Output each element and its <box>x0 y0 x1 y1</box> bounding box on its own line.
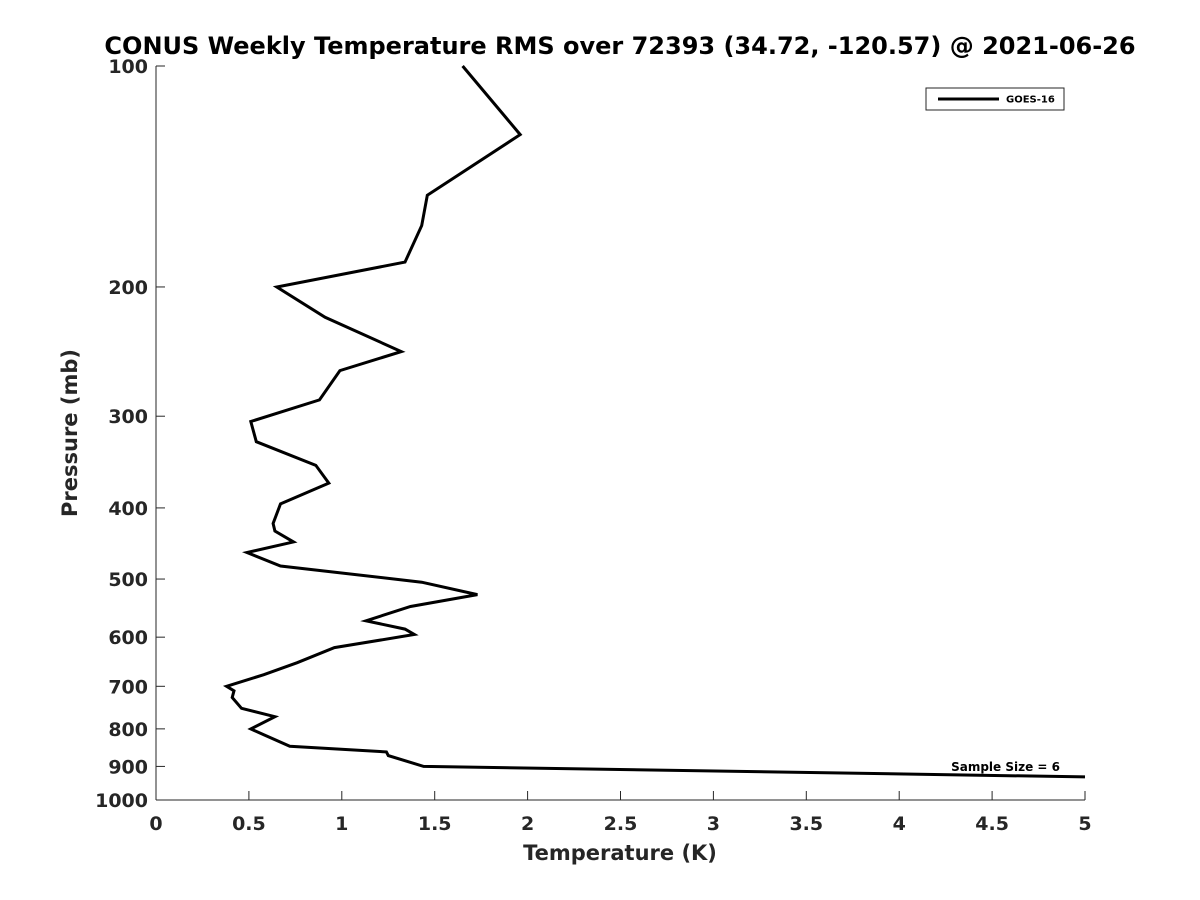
series-line-goes-16 <box>222 65 1086 779</box>
y-tick-label: 200 <box>108 277 148 299</box>
y-tick-label: 900 <box>108 756 148 778</box>
y-tick-label: 1000 <box>95 790 148 812</box>
x-tick-label: 2.5 <box>604 813 638 835</box>
y-tick-label: 600 <box>108 627 148 649</box>
x-tick-label: 0 <box>149 813 162 835</box>
y-tick-label: 400 <box>108 498 148 520</box>
sample-size-annotation: Sample Size = 6 <box>951 760 1060 774</box>
chart-title: CONUS Weekly Temperature RMS over 72393 … <box>104 32 1135 60</box>
y-tick-label: 300 <box>108 406 148 428</box>
y-tick-label: 700 <box>108 676 148 698</box>
x-tick-label: 1 <box>335 813 348 835</box>
x-axis-ticks: 0 0.5 1 1.5 2 2.5 3 3.5 4 4.5 5 <box>149 791 1092 835</box>
x-axis-label: Temperature (K) <box>523 841 717 865</box>
legend: GOES-16 <box>925 87 1065 111</box>
legend-label-goes-16: GOES-16 <box>1006 95 1055 106</box>
series-layer <box>222 65 1086 779</box>
x-tick-label: 3.5 <box>789 813 823 835</box>
y-tick-label: 800 <box>108 719 148 741</box>
x-tick-label: 3 <box>707 813 720 835</box>
y-tick-label: 500 <box>108 569 148 591</box>
y-axis-label: Pressure (mb) <box>58 349 82 517</box>
y-tick-label: 100 <box>108 56 148 78</box>
x-tick-label: 0.5 <box>232 813 266 835</box>
x-tick-label: 5 <box>1078 813 1091 835</box>
x-tick-label: 4 <box>893 813 906 835</box>
plot-area <box>155 66 1085 801</box>
x-tick-label: 1.5 <box>418 813 452 835</box>
x-tick-label: 2 <box>521 813 534 835</box>
y-axis-ticks: 100 200 300 400 500 600 700 800 900 1000 <box>95 56 165 812</box>
x-tick-label: 4.5 <box>975 813 1009 835</box>
